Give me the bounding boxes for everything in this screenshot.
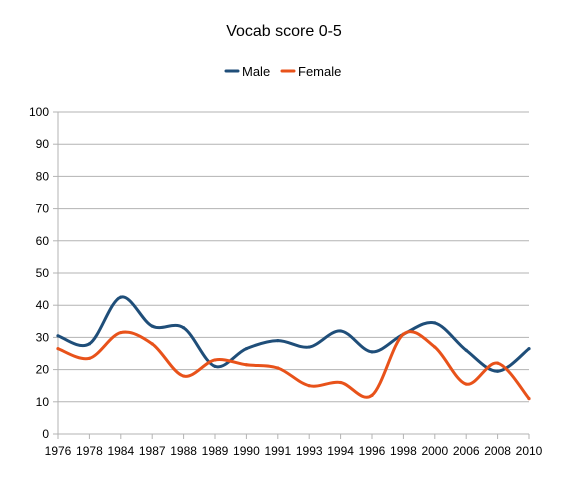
gridlines xyxy=(58,111,529,403)
x-axis-ticks: 1976 1978 1984 1987 1988 1989 1990 1991 1993 1994… xyxy=(45,444,543,458)
y-tick-label: 10 xyxy=(36,395,50,409)
x-tick-label: 2000 xyxy=(421,444,448,458)
data-point-female xyxy=(87,356,91,360)
x-tick-label: 2008 xyxy=(484,444,511,458)
data-point-female xyxy=(56,347,60,351)
data-point-male xyxy=(339,329,343,333)
x-tick-label: 1984 xyxy=(107,444,134,458)
data-point-female xyxy=(119,330,123,335)
data-point-male xyxy=(182,326,186,330)
data-point-female xyxy=(339,380,343,385)
x-tick-label: 1978 xyxy=(76,444,103,458)
data-point-female xyxy=(464,382,468,386)
x-tick-label: 1996 xyxy=(359,444,386,458)
x-tick-label: 1998 xyxy=(390,444,417,458)
y-tick-label: 90 xyxy=(36,137,50,151)
series-lines xyxy=(56,295,531,401)
series-line-male xyxy=(56,295,531,373)
data-point-male xyxy=(527,347,531,351)
data-point-male xyxy=(244,347,248,351)
data-point-female xyxy=(527,396,531,401)
y-tick-label: 60 xyxy=(36,234,50,248)
data-point-female xyxy=(433,345,437,349)
x-tick-label: 1989 xyxy=(202,444,229,458)
data-point-female xyxy=(182,374,186,378)
x-tick-label: 1976 xyxy=(45,444,72,458)
series-line-female xyxy=(56,330,531,401)
data-point-female xyxy=(496,361,500,365)
data-point-female xyxy=(401,332,405,336)
y-tick-label: 0 xyxy=(42,427,49,441)
x-tick-label: 1987 xyxy=(139,444,166,458)
x-tick-label: 1994 xyxy=(327,444,354,458)
legend-item-male: Male xyxy=(224,64,270,79)
data-point-female xyxy=(276,366,280,370)
data-point-female xyxy=(307,384,311,388)
data-point-male xyxy=(496,369,500,373)
legend-label-female: Female xyxy=(298,64,341,79)
data-point-male xyxy=(370,350,374,354)
y-tick-label: 80 xyxy=(36,169,50,183)
data-point-male xyxy=(56,334,60,338)
x-tick-label: 1988 xyxy=(170,444,197,458)
data-point-female xyxy=(213,358,217,362)
legend: Male Female xyxy=(224,64,341,79)
data-point-female xyxy=(244,363,248,367)
data-point-male xyxy=(87,342,91,346)
x-tick-label: 1991 xyxy=(264,444,291,458)
data-point-female xyxy=(370,393,374,397)
data-point-male xyxy=(150,324,154,328)
y-tick-label: 50 xyxy=(36,266,50,280)
axes xyxy=(53,111,530,439)
data-point-female xyxy=(150,342,154,346)
x-tick-label: 1990 xyxy=(233,444,260,458)
data-point-male xyxy=(213,364,217,368)
data-point-male xyxy=(464,348,468,352)
chart-title: Vocab score 0-5 xyxy=(226,23,342,40)
x-tick-label: 2010 xyxy=(516,444,543,458)
y-tick-label: 30 xyxy=(36,330,50,344)
x-tick-label: 2006 xyxy=(453,444,480,458)
data-point-male xyxy=(119,295,123,299)
data-point-male xyxy=(276,339,280,343)
data-point-male xyxy=(433,321,437,325)
y-tick-label: 100 xyxy=(29,105,49,119)
legend-item-female: Female xyxy=(280,64,341,79)
data-point-male xyxy=(307,345,311,349)
y-axis-ticks: 0 10 20 30 40 50 60 70 80 90 100 xyxy=(29,105,49,441)
legend-label-male: Male xyxy=(242,64,270,79)
x-tick-label: 1993 xyxy=(296,444,323,458)
y-tick-label: 70 xyxy=(36,202,50,216)
y-tick-label: 20 xyxy=(36,363,50,377)
y-tick-label: 40 xyxy=(36,298,50,312)
